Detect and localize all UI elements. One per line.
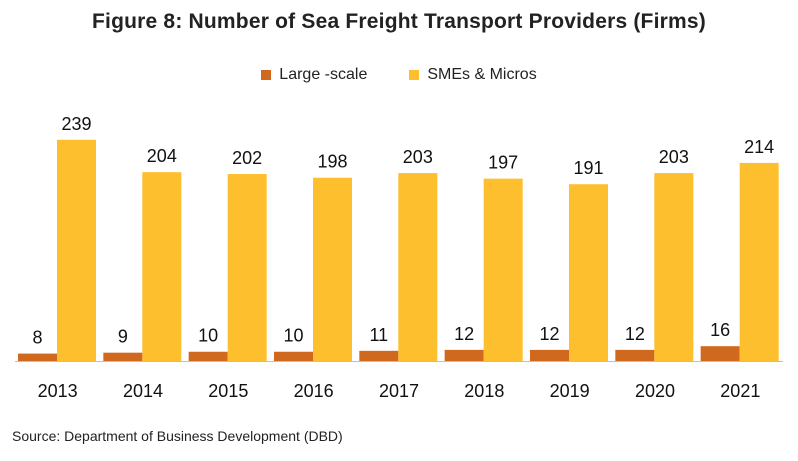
- chart-title: Figure 8: Number of Sea Freight Transpor…: [92, 10, 706, 33]
- x-tick-label-2019: 2019: [550, 381, 590, 401]
- data-label-smes-micros-2019: 191: [573, 158, 603, 178]
- data-label-smes-micros-2015: 202: [232, 148, 262, 168]
- bar-large-scale-2020: [615, 349, 655, 361]
- bar-large-scale-2018: [444, 349, 484, 361]
- bar-smes-micros-2013: [57, 139, 96, 361]
- data-label-large-scale-2019: 12: [539, 324, 559, 344]
- source-note: Source: Department of Business Developme…: [12, 428, 343, 444]
- data-label-large-scale-2020: 12: [625, 324, 645, 344]
- bar-large-scale-2014: [103, 352, 143, 361]
- data-label-smes-micros-2013: 239: [61, 114, 91, 134]
- legend-item-large-scale: Large -scale: [261, 66, 367, 84]
- x-tick-label-2020: 2020: [635, 381, 675, 401]
- bar-smes-micros-2019: [569, 184, 608, 361]
- data-label-smes-micros-2017: 203: [403, 147, 433, 167]
- legend-label-large-scale: Large -scale: [279, 66, 368, 83]
- x-tick-label-2017: 2017: [379, 381, 419, 401]
- data-label-large-scale-2017: 11: [369, 325, 388, 345]
- bar-smes-micros-2017: [398, 173, 438, 361]
- data-label-smes-micros-2021: 214: [744, 137, 774, 157]
- data-label-smes-micros-2016: 198: [317, 152, 347, 172]
- bar-large-scale-2019: [530, 349, 569, 361]
- legend-item-smes-micros: SMEs & Micros: [409, 66, 537, 84]
- x-tick-label-2018: 2018: [464, 381, 504, 401]
- bar-smes-micros-2020: [654, 173, 694, 361]
- x-tick-label-2015: 2015: [208, 381, 248, 401]
- data-label-smes-micros-2014: 204: [147, 146, 177, 166]
- bar-smes-micros-2018: [483, 178, 523, 361]
- bar-smes-micros-2014: [142, 172, 182, 361]
- bar-large-scale-2013: [18, 353, 57, 361]
- data-label-smes-micros-2018: 197: [488, 153, 518, 173]
- x-tick-label-2014: 2014: [123, 381, 163, 401]
- data-label-smes-micros-2020: 203: [659, 147, 689, 167]
- bar-smes-micros-2016: [313, 177, 352, 361]
- bar-large-scale-2017: [359, 350, 399, 361]
- legend: Large -scale SMEs & Micros: [0, 66, 798, 84]
- legend-swatch-smes-micros: [409, 70, 420, 80]
- bar-large-scale-2016: [274, 351, 313, 361]
- data-label-large-scale-2015: 10: [198, 326, 218, 346]
- legend-swatch-large-scale: [261, 70, 272, 80]
- bar-smes-micros-2015: [227, 174, 267, 361]
- x-tick-label-2021: 2021: [720, 381, 760, 401]
- data-label-large-scale-2021: 16: [710, 320, 730, 340]
- data-label-large-scale-2013: 8: [32, 328, 42, 348]
- data-label-large-scale-2016: 10: [283, 326, 303, 346]
- bar-large-scale-2015: [188, 351, 228, 361]
- data-label-large-scale-2018: 12: [454, 324, 474, 344]
- bar-large-scale-2021: [700, 346, 740, 361]
- data-label-large-scale-2014: 9: [118, 327, 128, 347]
- x-tick-label-2013: 2013: [38, 381, 78, 401]
- x-tick-label-2016: 2016: [294, 381, 334, 401]
- bar-smes-micros-2021: [739, 162, 779, 361]
- legend-label-smes-micros: SMEs & Micros: [427, 66, 537, 83]
